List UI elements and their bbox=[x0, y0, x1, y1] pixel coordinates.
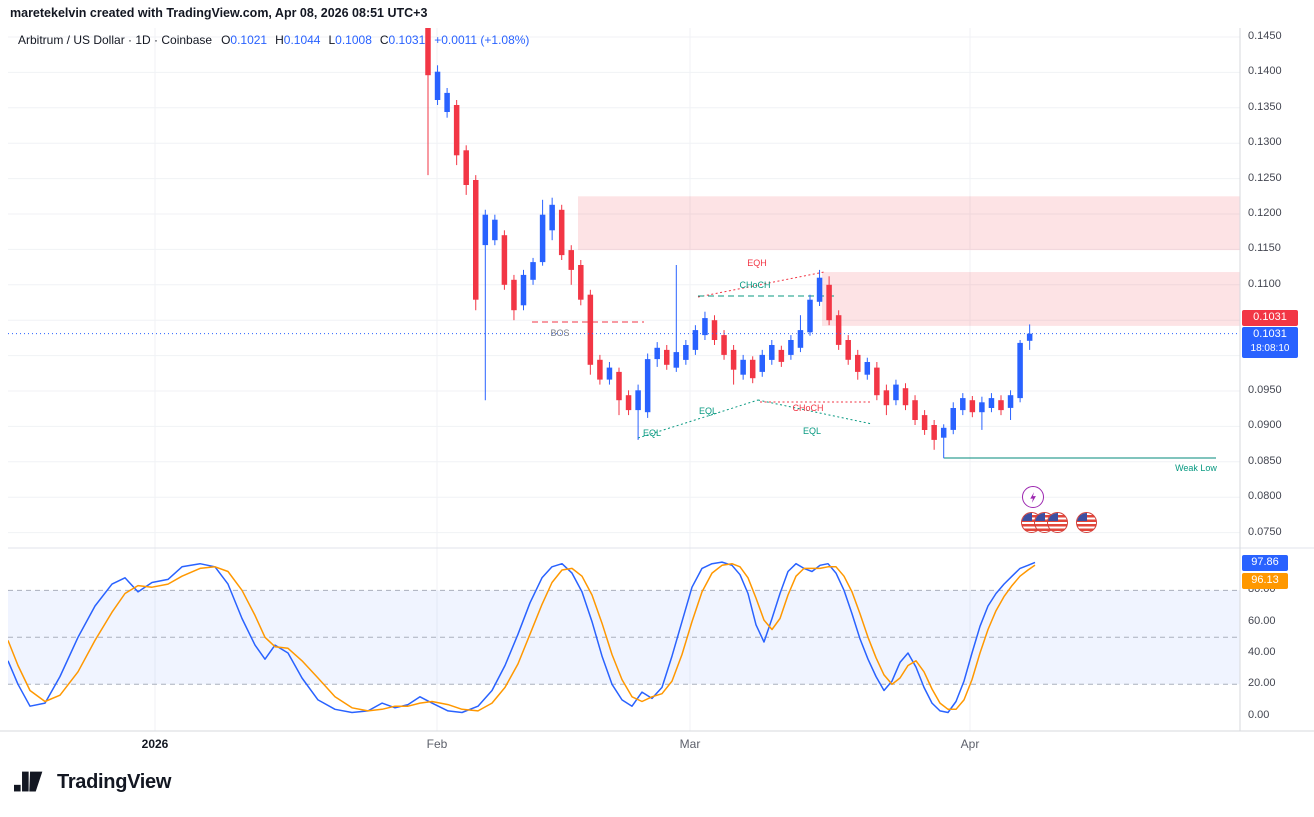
us-flag-icon[interactable] bbox=[1047, 512, 1068, 533]
close-value: 0.1031 bbox=[388, 33, 426, 47]
open-value: 0.1021 bbox=[230, 33, 268, 47]
tradingview-logo-text: TradingView bbox=[57, 770, 172, 793]
stoch-k-value: 97.86 bbox=[1251, 556, 1279, 568]
us-flag-icon[interactable] bbox=[1076, 512, 1097, 533]
last-price-tag-secondary[interactable]: 0.1031 bbox=[1242, 310, 1298, 326]
ohlc-values: O0.1021 H0.1044 L0.1008 C0.1031 bbox=[221, 33, 425, 47]
watermark-text: maretekelvin created with TradingView.co… bbox=[10, 6, 428, 20]
symbol-info-bar[interactable]: Arbitrum / US Dollar · 1D · Coinbase O0.… bbox=[18, 33, 529, 47]
low-value: 0.1008 bbox=[335, 33, 372, 47]
current-price-value: 0.1031 bbox=[1253, 328, 1287, 340]
last-price-secondary-value: 0.1031 bbox=[1253, 311, 1287, 323]
current-price-tag[interactable]: 0.1031 18:08:10 bbox=[1242, 327, 1298, 358]
stoch-d-value-tag: 96.13 bbox=[1242, 573, 1288, 589]
tradingview-logo[interactable]: TradingView bbox=[14, 770, 171, 794]
open-key: O bbox=[221, 33, 231, 47]
economic-event-flags bbox=[1021, 512, 1097, 533]
high-key: H bbox=[275, 33, 284, 47]
lightning-bolt-glyph bbox=[1029, 491, 1036, 503]
tradingview-logo-mark bbox=[14, 771, 43, 792]
price-change: +0.0011 (+1.08%) bbox=[434, 33, 530, 47]
low-key: L bbox=[328, 33, 336, 47]
stoch-k-value-tag: 97.86 bbox=[1242, 555, 1288, 571]
symbol-title[interactable]: Arbitrum / US Dollar · 1D · Coinbase bbox=[18, 33, 213, 47]
lightning-icon[interactable] bbox=[1022, 486, 1044, 508]
bar-countdown: 18:08:10 bbox=[1250, 343, 1290, 354]
high-value: 0.1044 bbox=[283, 33, 321, 47]
stoch-d-value: 96.13 bbox=[1251, 574, 1279, 586]
close-key: C bbox=[379, 33, 389, 47]
